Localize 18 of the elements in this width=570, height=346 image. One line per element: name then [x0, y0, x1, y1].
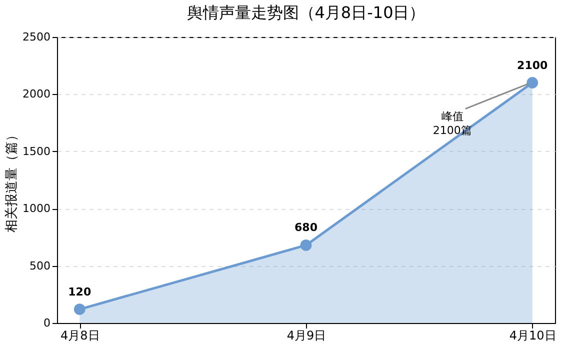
- y-tick-label: 0: [44, 316, 50, 330]
- data-label: 120: [68, 285, 92, 298]
- y-tick-label: 2500: [22, 30, 50, 44]
- data-label: 2100: [517, 58, 548, 72]
- y-tick-label: 1500: [22, 144, 50, 158]
- x-tick-label: 4月10日: [509, 328, 556, 342]
- x-tick-label: 4月8日: [60, 328, 100, 342]
- chart-title: 舆情声量走势图（4月8日-10日）: [186, 3, 426, 22]
- data-label: 680: [294, 221, 318, 234]
- annotation: 峰值 2100篇: [432, 110, 472, 137]
- y-tick-label: 1000: [22, 202, 50, 216]
- point: [526, 77, 538, 88]
- point: [74, 304, 86, 315]
- x-tick-label: 4月9日: [286, 328, 326, 342]
- y-tick-label: 500: [30, 259, 50, 272]
- y-axis-title: 相关报道量（篇）: [4, 128, 20, 232]
- point: [300, 240, 312, 251]
- y-tick-label: 2000: [22, 88, 50, 101]
